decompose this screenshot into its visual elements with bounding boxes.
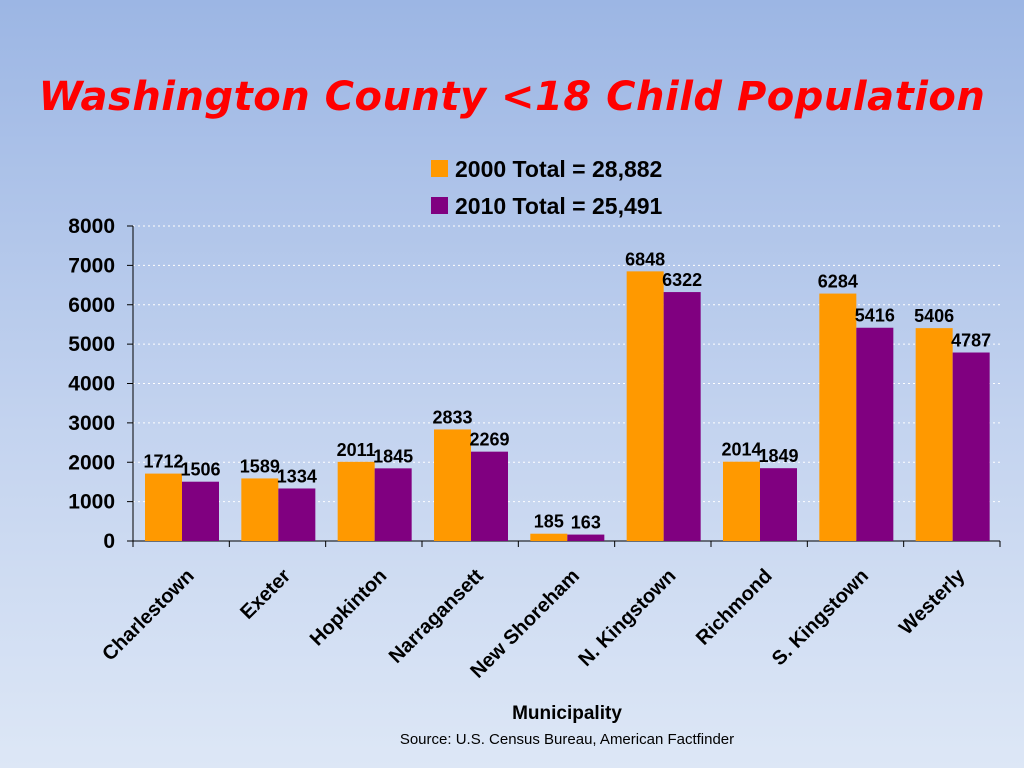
- bar-2000: [723, 461, 760, 541]
- category-label: Narragansett: [385, 565, 488, 668]
- source-note: Source: U.S. Census Bureau, American Fac…: [399, 731, 735, 748]
- bar-2000: [819, 293, 857, 541]
- data-label: 1334: [277, 466, 317, 486]
- bar-2010: [663, 292, 701, 541]
- legend-entry: 2010 Total = 25,491: [455, 193, 663, 219]
- data-label: 6322: [662, 270, 702, 290]
- category-label: S. Kingstown: [768, 565, 873, 670]
- legend-entry: 2000 Total = 28,882: [455, 156, 662, 182]
- data-label: 1506: [180, 460, 220, 480]
- y-tick-label: 1000: [68, 491, 115, 514]
- data-label: 6284: [818, 272, 858, 292]
- y-tick-label: 5000: [68, 333, 115, 356]
- data-label: 1849: [758, 446, 798, 466]
- data-labels: 1712 1589 2011 2833 185 6848 2014 6284 5406 1506 1…: [143, 249, 991, 532]
- data-label: 5416: [855, 306, 895, 326]
- bar-2010: [278, 488, 316, 541]
- y-tick-label: 3000: [68, 412, 115, 435]
- y-tick-label: 7000: [68, 254, 115, 277]
- bar-2000: [626, 271, 664, 541]
- y-tick-label: 6000: [68, 294, 115, 317]
- bar-2000: [530, 533, 568, 541]
- legend-swatch: [431, 197, 448, 214]
- data-label: 5406: [914, 306, 954, 326]
- bar-2000: [241, 478, 279, 541]
- bar-2010: [471, 451, 508, 541]
- bars: [145, 271, 990, 541]
- bar-2010: [952, 352, 990, 541]
- category-label: Exeter: [236, 565, 295, 624]
- bar-2010: [856, 327, 894, 541]
- y-tick-label: 4000: [68, 373, 115, 396]
- y-tick-label: 8000: [68, 215, 115, 238]
- data-label: 1712: [143, 452, 183, 472]
- bar-2000: [915, 328, 953, 541]
- data-label: 2269: [469, 430, 509, 450]
- data-label: 2011: [337, 440, 376, 460]
- data-label: 1845: [373, 446, 413, 466]
- category-label: Westerly: [895, 564, 970, 639]
- data-label: 185: [534, 512, 564, 532]
- data-label: 2833: [432, 407, 472, 427]
- category-label: Charlestown: [98, 565, 198, 665]
- category-label: N. Kingstown: [574, 565, 680, 671]
- legend: 2000 Total = 28,882 2010 Total = 25,491: [431, 156, 663, 219]
- bar-2010: [182, 481, 219, 541]
- y-tick-label: 0: [103, 530, 115, 553]
- chart-title: Washington County <18 Child Population: [38, 74, 986, 120]
- bar-2000: [434, 429, 471, 541]
- category-label: Richmond: [692, 565, 777, 650]
- bar-2010: [760, 468, 797, 541]
- x-axis-title: Municipality: [512, 703, 622, 724]
- bar-2000: [337, 461, 375, 541]
- data-label: 6848: [625, 249, 665, 269]
- y-tick-labels: 0 1000 2000 3000 4000 5000 6000 7000 8000: [68, 215, 115, 553]
- bar-2010: [374, 468, 412, 541]
- legend-swatch: [431, 160, 448, 177]
- category-labels: Charlestown Exeter HopkintonNarragansettNe…: [98, 564, 970, 682]
- data-label: 2014: [721, 440, 761, 460]
- data-label: 4787: [951, 331, 991, 351]
- category-label: Hopkinton: [306, 565, 391, 650]
- data-label: 1589: [240, 456, 280, 476]
- data-label: 163: [571, 513, 601, 533]
- bar-2010: [567, 534, 605, 541]
- y-tick-label: 2000: [68, 451, 115, 474]
- bar-2000: [145, 473, 182, 541]
